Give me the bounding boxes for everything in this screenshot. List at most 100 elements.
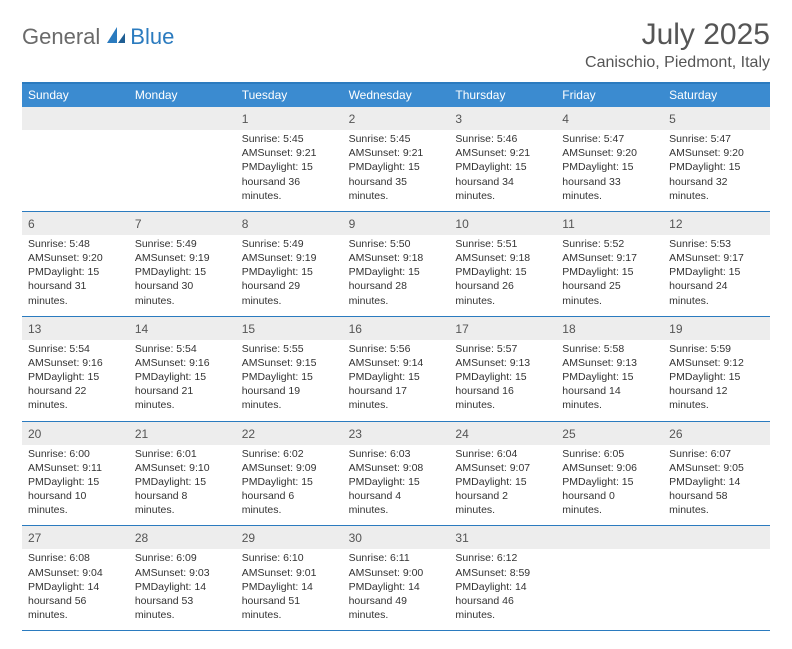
day-number: 2 xyxy=(349,112,356,126)
day-header-row: SundayMondayTuesdayWednesdayThursdayFrid… xyxy=(22,84,770,107)
day-number: 23 xyxy=(349,427,362,441)
day-number: 13 xyxy=(28,322,41,336)
day-header: Friday xyxy=(556,84,663,107)
day-number: 26 xyxy=(669,427,682,441)
day-number: 6 xyxy=(28,217,35,231)
day-header: Sunday xyxy=(22,84,129,107)
day-number-cell: 4 xyxy=(556,107,663,130)
day-number: 3 xyxy=(455,112,462,126)
week: 1 2 3 4 5 Sunrise: 5:45 AMSunset: 9:21 PMDayl… xyxy=(22,107,770,212)
day-number-cell: 23 xyxy=(343,422,450,445)
day-body-cell: Sunrise: 6:07 AMSunset: 9:05 PMDaylight:… xyxy=(663,445,770,526)
day-header: Monday xyxy=(129,84,236,107)
day-number-cell: 11 xyxy=(556,212,663,235)
day-body-cell xyxy=(663,549,770,630)
logo: General Blue xyxy=(22,24,174,50)
day-body-cell: Sunrise: 6:08 AMSunset: 9:04 PMDaylight:… xyxy=(22,549,129,630)
day-number: 4 xyxy=(562,112,569,126)
day-number: 17 xyxy=(455,322,468,336)
day-number: 1 xyxy=(242,112,249,126)
day-number-cell: 13 xyxy=(22,317,129,340)
day-body-cell: Sunrise: 6:12 AMSunset: 8:59 PMDaylight:… xyxy=(449,549,556,630)
day-number: 21 xyxy=(135,427,148,441)
day-number: 15 xyxy=(242,322,255,336)
day-body-cell: Sunrise: 5:45 AMSunset: 9:21 PMDaylight:… xyxy=(343,130,450,211)
day-number: 22 xyxy=(242,427,255,441)
day-number-cell: 24 xyxy=(449,422,556,445)
day-number-cell: 15 xyxy=(236,317,343,340)
day-number: 30 xyxy=(349,531,362,545)
day-body-cell: Sunrise: 6:00 AMSunset: 9:11 PMDaylight:… xyxy=(22,445,129,526)
week: 6 7 8 9 10 11 12 Sunrise: 5:48 AMSunset: 9:20 P… xyxy=(22,212,770,317)
day-body-cell: Sunrise: 5:55 AMSunset: 9:15 PMDaylight:… xyxy=(236,340,343,421)
day-header: Tuesday xyxy=(236,84,343,107)
day-number: 27 xyxy=(28,531,41,545)
week: 20 21 22 23 24 25 26 Sunrise: 6:00 AMSunset: 9:… xyxy=(22,422,770,527)
day-number-cell: 27 xyxy=(22,526,129,549)
day-header: Saturday xyxy=(663,84,770,107)
day-number: 19 xyxy=(669,322,682,336)
day-body-cell: Sunrise: 5:49 AMSunset: 9:19 PMDaylight:… xyxy=(129,235,236,316)
day-body-cell: Sunrise: 5:56 AMSunset: 9:14 PMDaylight:… xyxy=(343,340,450,421)
day-number-cell: 5 xyxy=(663,107,770,130)
day-number-cell xyxy=(129,107,236,130)
day-number-cell: 14 xyxy=(129,317,236,340)
day-body-cell: Sunrise: 5:51 AMSunset: 9:18 PMDaylight:… xyxy=(449,235,556,316)
day-number: 8 xyxy=(242,217,249,231)
day-number-cell xyxy=(663,526,770,549)
day-body-cell: Sunrise: 5:46 AMSunset: 9:21 PMDaylight:… xyxy=(449,130,556,211)
day-body-cell: Sunrise: 6:05 AMSunset: 9:06 PMDaylight:… xyxy=(556,445,663,526)
day-number: 12 xyxy=(669,217,682,231)
day-body-cell: Sunrise: 5:58 AMSunset: 9:13 PMDaylight:… xyxy=(556,340,663,421)
day-number-cell: 3 xyxy=(449,107,556,130)
calendar: SundayMondayTuesdayWednesdayThursdayFrid… xyxy=(22,82,770,631)
day-body-cell: Sunrise: 5:49 AMSunset: 9:19 PMDaylight:… xyxy=(236,235,343,316)
day-number-cell: 12 xyxy=(663,212,770,235)
weeks-container: 12345Sunrise: 5:45 AMSunset: 9:21 PMDayl… xyxy=(22,107,770,631)
day-body-cell: Sunrise: 5:48 AMSunset: 9:20 PMDaylight:… xyxy=(22,235,129,316)
day-number-cell: 7 xyxy=(129,212,236,235)
day-body-cell: Sunrise: 6:11 AMSunset: 9:00 PMDaylight:… xyxy=(343,549,450,630)
day-number: 7 xyxy=(135,217,142,231)
day-body-cell: Sunrise: 5:47 AMSunset: 9:20 PMDaylight:… xyxy=(556,130,663,211)
logo-sail-icon xyxy=(105,25,127,50)
day-number-cell: 20 xyxy=(22,422,129,445)
day-number-cell: 29 xyxy=(236,526,343,549)
day-number-cell: 25 xyxy=(556,422,663,445)
day-number: 25 xyxy=(562,427,575,441)
day-body-cell xyxy=(556,549,663,630)
day-body-cell: Sunrise: 5:54 AMSunset: 9:16 PMDaylight:… xyxy=(22,340,129,421)
week: 2728293031Sunrise: 6:08 AMSunset: 9:04 P… xyxy=(22,526,770,631)
location: Canischio, Piedmont, Italy xyxy=(585,54,770,72)
day-number-cell: 17 xyxy=(449,317,556,340)
day-body-cell: Sunrise: 6:04 AMSunset: 9:07 PMDaylight:… xyxy=(449,445,556,526)
day-number: 5 xyxy=(669,112,676,126)
day-number-cell: 19 xyxy=(663,317,770,340)
week: 13141516171819Sunrise: 5:54 AMSunset: 9:… xyxy=(22,317,770,422)
day-number: 10 xyxy=(455,217,468,231)
day-number-cell: 2 xyxy=(343,107,450,130)
day-number: 24 xyxy=(455,427,468,441)
day-body-cell: Sunrise: 5:52 AMSunset: 9:17 PMDaylight:… xyxy=(556,235,663,316)
page: General Blue July 2025 Canischio, Piedmo… xyxy=(0,0,792,649)
day-body-cell: Sunrise: 5:45 AMSunset: 9:21 PMDaylight:… xyxy=(236,130,343,211)
day-body-cell: Sunrise: 5:54 AMSunset: 9:16 PMDaylight:… xyxy=(129,340,236,421)
header: General Blue July 2025 Canischio, Piedmo… xyxy=(22,18,770,72)
day-number: 16 xyxy=(349,322,362,336)
day-header: Wednesday xyxy=(343,84,450,107)
day-number: 31 xyxy=(455,531,468,545)
day-number: 11 xyxy=(562,217,574,231)
day-number: 9 xyxy=(349,217,356,231)
day-number-cell: 16 xyxy=(343,317,450,340)
day-body-cell: Sunrise: 5:47 AMSunset: 9:20 PMDaylight:… xyxy=(663,130,770,211)
day-number-cell: 8 xyxy=(236,212,343,235)
month-title: July 2025 xyxy=(585,18,770,52)
day-number-cell: 30 xyxy=(343,526,450,549)
day-body-cell: Sunrise: 6:09 AMSunset: 9:03 PMDaylight:… xyxy=(129,549,236,630)
day-number: 29 xyxy=(242,531,255,545)
day-number-cell: 31 xyxy=(449,526,556,549)
day-body-cell: Sunrise: 6:03 AMSunset: 9:08 PMDaylight:… xyxy=(343,445,450,526)
day-number: 20 xyxy=(28,427,41,441)
day-header: Thursday xyxy=(449,84,556,107)
day-body-cell xyxy=(22,130,129,211)
